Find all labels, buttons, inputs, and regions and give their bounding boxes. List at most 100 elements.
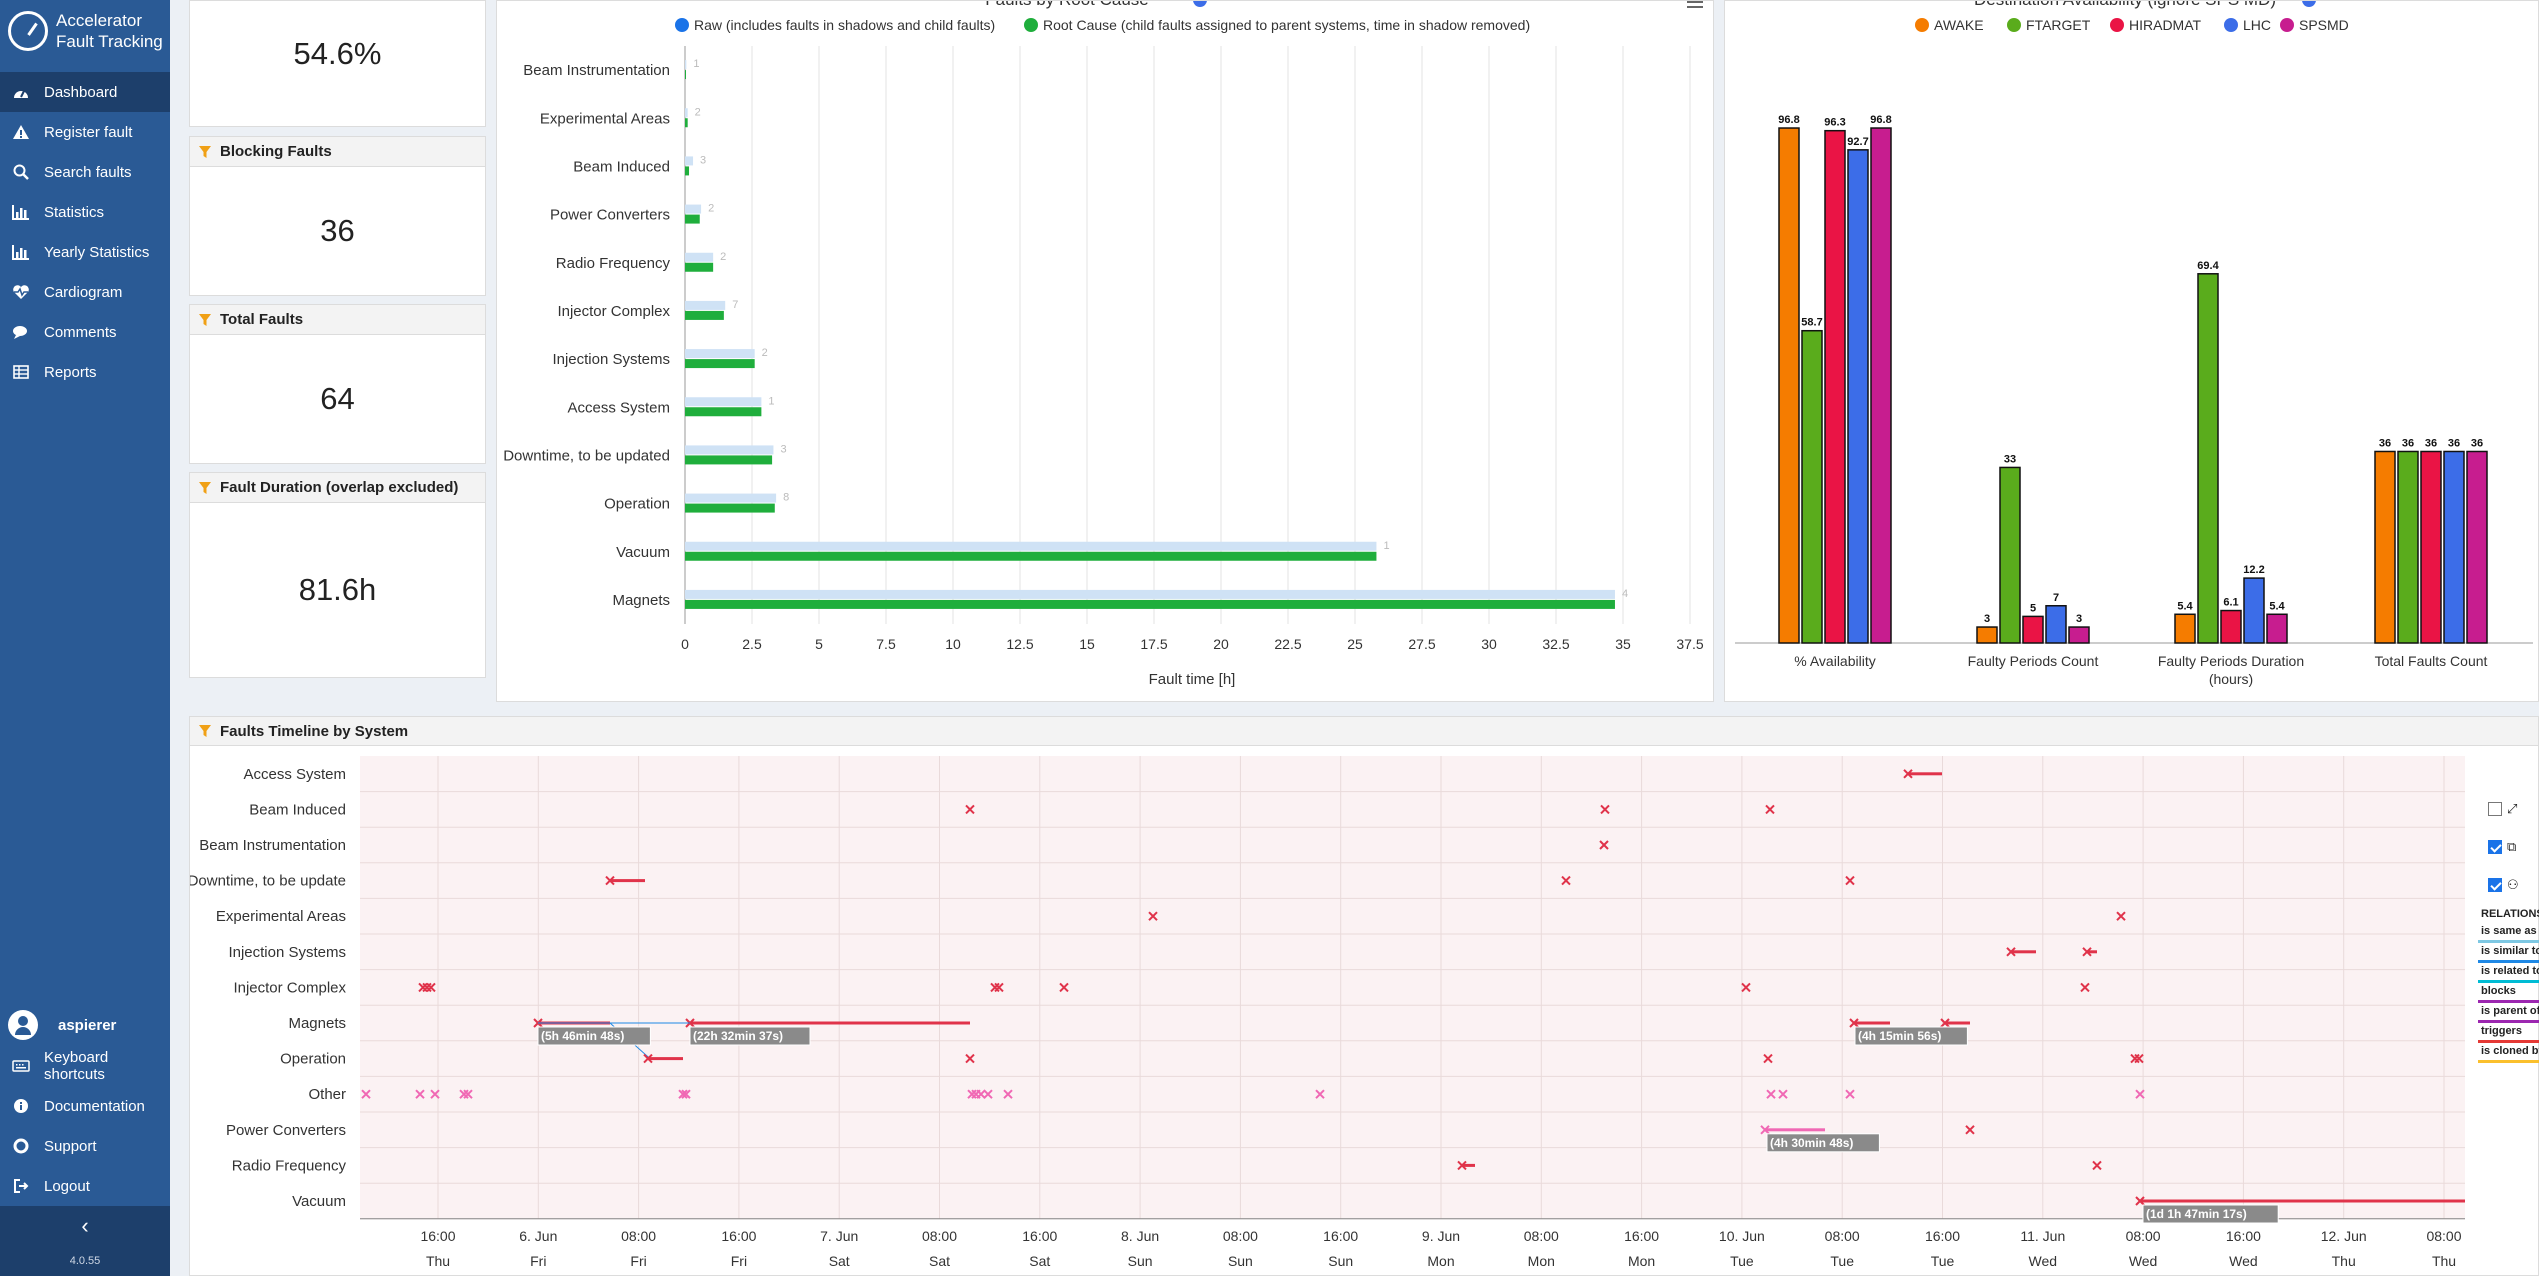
legend-marker[interactable]	[2007, 18, 2021, 32]
fault-marker[interactable]	[2116, 911, 2126, 921]
root-cause-bar[interactable]	[685, 455, 773, 465]
nav-item-reports[interactable]: Reports	[0, 352, 170, 392]
fault-duration-bar[interactable]	[1765, 1128, 1825, 1132]
raw-bar[interactable]	[685, 60, 687, 70]
fault-marker[interactable]	[678, 1089, 688, 1099]
fault-marker[interactable]	[2134, 1053, 2144, 1064]
fault-marker[interactable]	[1845, 1089, 1855, 1099]
info-circle-icon[interactable]	[2302, 0, 2316, 7]
raw-bar[interactable]	[685, 589, 1615, 599]
hierarchy-checkbox[interactable]	[2488, 878, 2502, 892]
fault-marker[interactable]	[1765, 804, 1775, 815]
raw-bar[interactable]	[685, 204, 702, 214]
hamburger-menu-icon[interactable]	[1687, 1, 1703, 8]
tags-checkbox[interactable]	[2488, 840, 2502, 854]
availability-bar[interactable]	[1801, 329, 1823, 644]
logout-link[interactable]: Logout	[0, 1166, 170, 1206]
fault-marker[interactable]	[1965, 1125, 1975, 1135]
fault-marker[interactable]	[2135, 1089, 2145, 1099]
fault-duration-bar[interactable]	[1908, 772, 1942, 776]
hierarchy-option[interactable]: ⚇	[2478, 866, 2539, 904]
fault-marker[interactable]	[1599, 840, 1609, 850]
fault-marker[interactable]	[1849, 1018, 1859, 1028]
kpi-header[interactable]: Blocking Faults	[190, 137, 485, 167]
raw-bar[interactable]	[685, 493, 777, 503]
nav-item-dashboard[interactable]: Dashboard	[0, 72, 170, 112]
keyboard-shortcuts-link[interactable]: Keyboard shortcuts	[0, 1046, 170, 1086]
fault-marker[interactable]	[1845, 875, 1855, 886]
root-cause-bar[interactable]	[685, 407, 762, 417]
legend-marker-root[interactable]	[1024, 18, 1038, 32]
documentation-link[interactable]: Documentation	[0, 1086, 170, 1126]
legend-marker[interactable]	[2110, 18, 2124, 32]
user-menu[interactable]: aspierer	[0, 1004, 170, 1046]
fault-duration-bar[interactable]	[2140, 1199, 2465, 1203]
fault-marker[interactable]	[1760, 1125, 1770, 1135]
root-cause-bar[interactable]	[685, 503, 775, 513]
availability-bar[interactable]	[2466, 450, 2488, 644]
fault-marker[interactable]	[965, 804, 975, 815]
availability-bar[interactable]	[1999, 466, 2021, 644]
root-cause-bar[interactable]	[685, 310, 724, 320]
kpi-header[interactable]: Fault Duration (overlap excluded)	[190, 473, 485, 503]
tags-option[interactable]: ⧉	[2478, 828, 2539, 866]
root-cause-bar[interactable]	[685, 551, 1377, 561]
legend-label[interactable]: LHC	[2243, 17, 2271, 33]
fault-marker[interactable]	[2092, 1160, 2102, 1171]
fault-marker[interactable]	[1940, 1018, 1950, 1028]
fault-duration-bar[interactable]	[2011, 950, 2036, 954]
raw-bar[interactable]	[685, 445, 774, 455]
fault-marker[interactable]	[1561, 875, 1571, 886]
raw-bar[interactable]	[685, 108, 688, 118]
raw-bar[interactable]	[685, 541, 1377, 551]
brand[interactable]: Accelerator Fault Tracking	[0, 0, 170, 62]
fault-marker[interactable]	[1778, 1089, 1788, 1099]
fault-marker[interactable]	[994, 982, 1004, 993]
legend-label[interactable]: AWAKE	[1934, 17, 1984, 33]
nav-item-yearly-statistics[interactable]: Yearly Statistics	[0, 232, 170, 272]
fault-marker[interactable]	[430, 1089, 440, 1099]
availability-bar[interactable]	[2443, 450, 2465, 644]
availability-bar[interactable]	[2266, 613, 2288, 644]
nav-item-register-fault[interactable]: Register fault	[0, 112, 170, 152]
raw-bar[interactable]	[685, 156, 694, 166]
nav-item-statistics[interactable]: Statistics	[0, 192, 170, 232]
fault-duration-bar[interactable]	[648, 1057, 683, 1061]
nav-item-search-faults[interactable]: Search faults	[0, 152, 170, 192]
legend-marker-raw[interactable]	[675, 18, 689, 32]
availability-bar[interactable]	[2197, 273, 2219, 644]
fault-marker[interactable]	[415, 1089, 425, 1099]
fault-marker[interactable]	[1315, 1089, 1325, 1099]
legend-marker[interactable]	[2224, 18, 2238, 32]
fault-marker[interactable]	[1059, 982, 1069, 993]
fault-marker[interactable]	[361, 1089, 371, 1099]
legend-marker[interactable]	[1915, 18, 1929, 32]
collapse-sidebar-button[interactable]: ‹	[0, 1206, 170, 1246]
root-cause-bar[interactable]	[685, 166, 690, 176]
fault-marker[interactable]	[643, 1053, 653, 1064]
fault-marker[interactable]	[1457, 1160, 1467, 1171]
fault-marker[interactable]	[1741, 982, 1751, 993]
fault-marker[interactable]	[1903, 769, 1913, 779]
legend-label[interactable]: FTARGET	[2026, 17, 2091, 33]
fault-marker[interactable]	[426, 982, 436, 993]
raw-bar[interactable]	[685, 300, 726, 310]
fault-marker[interactable]	[681, 1089, 691, 1099]
availability-bar[interactable]	[2243, 577, 2265, 644]
fault-marker[interactable]	[1600, 804, 1610, 815]
fault-duration-bar[interactable]	[1945, 1021, 1970, 1025]
raw-bar[interactable]	[685, 252, 714, 262]
availability-bar[interactable]	[2220, 609, 2242, 644]
availability-bar[interactable]	[1976, 626, 1998, 644]
availability-bar[interactable]	[2068, 626, 2090, 644]
fault-duration-bar[interactable]	[1462, 1163, 1475, 1167]
root-cause-bar[interactable]	[685, 359, 755, 369]
fullscreen-option[interactable]: ⤢	[2478, 790, 2539, 828]
fault-marker[interactable]	[983, 1089, 993, 1099]
fault-marker[interactable]	[2135, 1196, 2145, 1206]
fault-marker[interactable]	[1763, 1053, 1773, 1064]
fault-marker[interactable]	[605, 875, 615, 886]
raw-bar[interactable]	[685, 349, 755, 359]
timeline-header[interactable]: Faults Timeline by System	[189, 716, 2539, 746]
availability-bar[interactable]	[2022, 615, 2044, 644]
